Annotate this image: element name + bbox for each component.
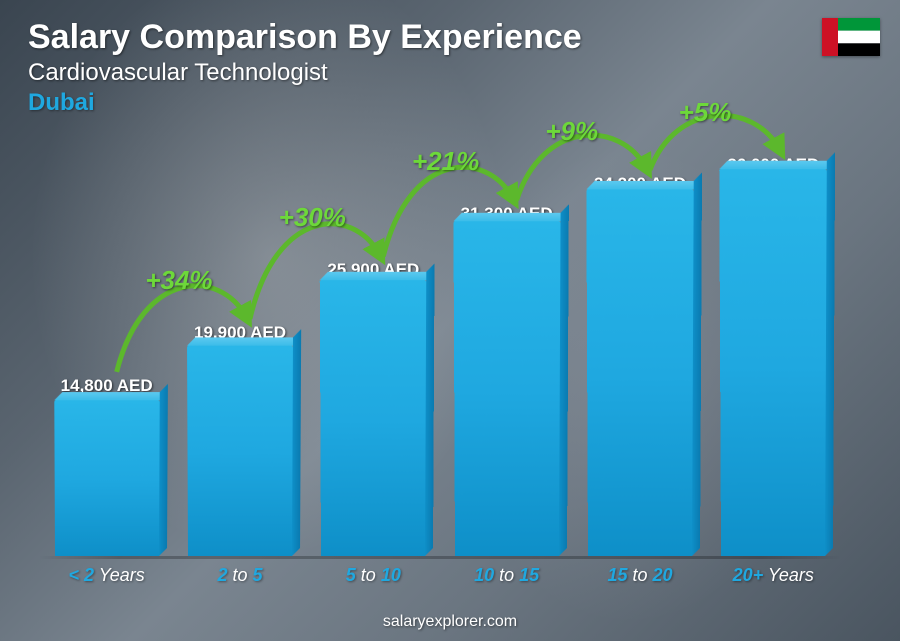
bar [720, 169, 827, 556]
x-axis-label: 10 to 15 [440, 565, 573, 586]
bar [320, 280, 426, 556]
bar-column: 14,800 AED [40, 130, 173, 556]
growth-arc-label: +30% [279, 202, 346, 233]
bar-column: 31,300 AED [440, 130, 573, 556]
bar-column: 19,900 AED [173, 130, 306, 556]
x-axis-labels: < 2 Years2 to 55 to 1010 to 1515 to 2020… [40, 565, 840, 586]
uae-flag-icon [822, 18, 880, 56]
chart-floor-shadow [40, 556, 840, 559]
growth-arc-label: +9% [545, 116, 598, 147]
chart-location: Dubai [28, 89, 872, 117]
bar-column: 36,000 AED [707, 130, 840, 556]
chart-title: Salary Comparison By Experience [28, 18, 872, 57]
chart-area: 14,800 AED19,900 AED25,900 AED31,300 AED… [40, 130, 840, 586]
bar [453, 221, 560, 556]
bar-column: 34,200 AED [573, 130, 706, 556]
footer-attribution: salaryexplorer.com [0, 613, 900, 631]
bar [586, 189, 693, 556]
bars-container: 14,800 AED19,900 AED25,900 AED31,300 AED… [40, 130, 840, 556]
bar [187, 345, 293, 556]
growth-arc-label: +5% [679, 97, 732, 128]
bar [54, 400, 159, 556]
growth-arc-label: +21% [412, 146, 479, 177]
x-axis-label: 15 to 20 [573, 565, 706, 586]
x-axis-label: 20+ Years [707, 565, 840, 586]
x-axis-label: < 2 Years [40, 565, 173, 586]
bar-column: 25,900 AED [307, 130, 440, 556]
x-axis-label: 2 to 5 [173, 565, 306, 586]
header: Salary Comparison By Experience Cardiova… [28, 18, 872, 117]
growth-arc-label: +34% [145, 265, 212, 296]
x-axis-label: 5 to 10 [307, 565, 440, 586]
chart-subtitle: Cardiovascular Technologist [28, 59, 872, 87]
